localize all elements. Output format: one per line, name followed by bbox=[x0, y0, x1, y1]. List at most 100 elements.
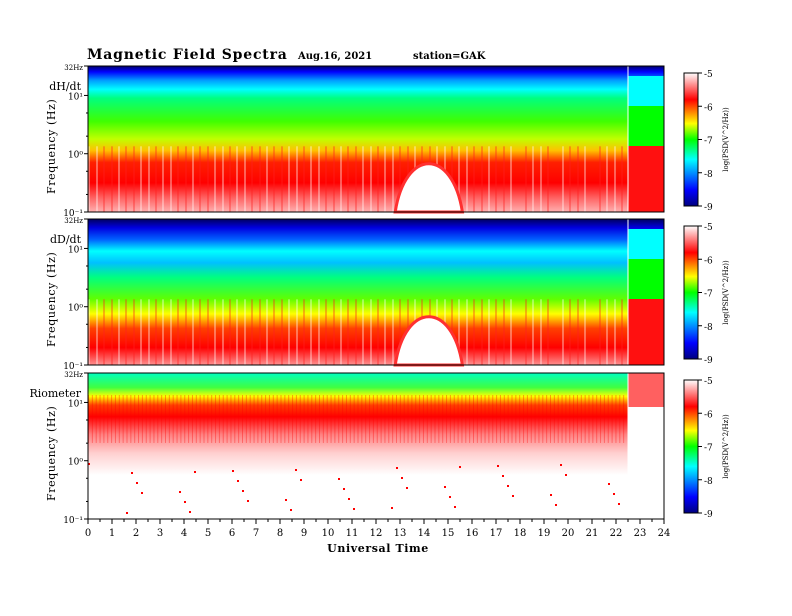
spectrogram-streak bbox=[562, 146, 564, 212]
spectrogram-streak bbox=[619, 395, 621, 443]
spectrogram-streak bbox=[372, 395, 374, 443]
saturated-region bbox=[393, 315, 465, 367]
spectrogram-streak bbox=[165, 395, 166, 443]
spectrogram-streak bbox=[396, 395, 397, 443]
y-tick-label: 10⁻¹ bbox=[63, 209, 83, 219]
spectrogram-image bbox=[88, 219, 664, 365]
x-tick-label: 17 bbox=[490, 528, 503, 539]
spectrogram-streak bbox=[322, 395, 324, 443]
spectrogram-streak bbox=[546, 395, 548, 443]
spectrogram-streak bbox=[614, 146, 616, 212]
noise-dot bbox=[285, 499, 287, 501]
spectrogram-streak bbox=[236, 299, 238, 365]
spectrogram-streak bbox=[303, 299, 305, 365]
spectrogram-streak bbox=[438, 395, 440, 443]
y-tick-label: 10¹ bbox=[68, 92, 83, 102]
spectrogram-streak bbox=[230, 395, 232, 443]
noise-dot bbox=[555, 504, 557, 506]
noise-dot bbox=[136, 482, 138, 484]
spectrogram-streak bbox=[95, 395, 97, 443]
spectrogram-streak bbox=[580, 395, 582, 443]
spectrogram-streak bbox=[226, 395, 228, 443]
y-axis-label: Frequency (Hz) bbox=[45, 406, 58, 501]
spectrogram-streak bbox=[465, 395, 467, 443]
spectrogram-streak bbox=[88, 299, 90, 365]
spectrogram-streak bbox=[523, 395, 525, 443]
x-tick-label: 8 bbox=[277, 528, 283, 539]
spectrogram-streak bbox=[268, 395, 270, 443]
spectrogram-streak bbox=[242, 395, 243, 443]
spectrogram-streak bbox=[596, 395, 598, 443]
x-tick-label: 11 bbox=[346, 528, 359, 539]
spectrogram-streak bbox=[399, 395, 401, 443]
spectrogram-streak bbox=[222, 395, 224, 443]
spectrogram-streak bbox=[488, 299, 490, 365]
spectrogram-streak bbox=[177, 299, 179, 365]
spectrogram-streak bbox=[599, 299, 601, 365]
spectrogram-streak bbox=[207, 146, 209, 212]
colorbar-label: log(PSD(V^2/Hz)) bbox=[722, 414, 730, 479]
x-tick-label: 24 bbox=[658, 528, 671, 539]
spectrogram-streak bbox=[540, 146, 542, 212]
spectrogram-streak bbox=[133, 299, 135, 365]
y-tick-label: 10⁻¹ bbox=[63, 516, 83, 526]
spectrogram-streak bbox=[134, 395, 136, 443]
noise-dot bbox=[242, 490, 244, 492]
noise-dot bbox=[454, 506, 456, 508]
colorbar-tick-label: -8 bbox=[704, 477, 713, 487]
colorbar-tick-label: -5 bbox=[704, 70, 713, 80]
spectrogram-streak bbox=[347, 299, 349, 365]
spectrogram-streak bbox=[157, 395, 159, 443]
spectrogram-streak bbox=[507, 395, 509, 443]
spectrogram-streak bbox=[195, 395, 197, 443]
spectrogram-streak bbox=[357, 395, 359, 443]
spectrogram-streak bbox=[180, 395, 182, 443]
spectrogram-streak bbox=[392, 299, 394, 365]
spectrogram-streak bbox=[234, 395, 236, 443]
spectrogram-streak bbox=[476, 395, 478, 443]
spectrogram-streak bbox=[362, 146, 364, 212]
spectrogram-image bbox=[88, 373, 664, 519]
spectrogram-streak bbox=[434, 395, 436, 443]
spectrogram-streak bbox=[107, 395, 109, 443]
noise-dot bbox=[338, 478, 340, 480]
spectrogram-streak bbox=[503, 299, 505, 365]
data-gap-block bbox=[628, 407, 664, 519]
spectrogram-streak bbox=[377, 146, 379, 212]
spectrogram-streak bbox=[457, 395, 459, 443]
spectrogram-streak bbox=[125, 146, 127, 212]
spectrogram-streak bbox=[584, 299, 586, 365]
spectrogram-streak bbox=[377, 299, 379, 365]
spectrogram-streak bbox=[569, 146, 571, 212]
spectrogram-streak bbox=[185, 299, 187, 365]
spectrogram-streak bbox=[496, 395, 498, 443]
spectrogram-streak bbox=[266, 146, 268, 212]
spectrogram-streak bbox=[370, 146, 372, 212]
spectrogram-streak bbox=[525, 299, 527, 365]
panel-label: Riometer bbox=[29, 387, 81, 400]
spectrogram-streak bbox=[480, 395, 482, 443]
spectrogram-streak bbox=[553, 395, 555, 443]
noise-dot bbox=[232, 470, 234, 472]
spectrogram-streak bbox=[96, 146, 98, 212]
spectrogram-streak bbox=[557, 395, 559, 443]
noise-dot bbox=[131, 472, 133, 474]
y-tick-label: 32Hz bbox=[64, 371, 83, 379]
noise-dot bbox=[560, 464, 562, 466]
spectrogram-streak bbox=[311, 395, 313, 443]
noise-dot bbox=[613, 493, 615, 495]
spectrogram-streak bbox=[376, 395, 378, 443]
spectrogram-streak bbox=[261, 395, 263, 443]
spectrogram-streak bbox=[540, 299, 542, 365]
panel-frame bbox=[87, 218, 665, 366]
spectrogram-streak bbox=[103, 395, 105, 443]
spectrogram-streak bbox=[295, 395, 297, 443]
noise-dot bbox=[184, 501, 186, 503]
spectrogram-streak bbox=[184, 395, 186, 443]
spectrogram-streak bbox=[177, 146, 179, 212]
spectrogram-streak bbox=[118, 299, 120, 365]
spectrogram-streak bbox=[403, 395, 405, 443]
spectrogram-streak bbox=[130, 395, 132, 443]
noise-dot bbox=[88, 463, 90, 465]
